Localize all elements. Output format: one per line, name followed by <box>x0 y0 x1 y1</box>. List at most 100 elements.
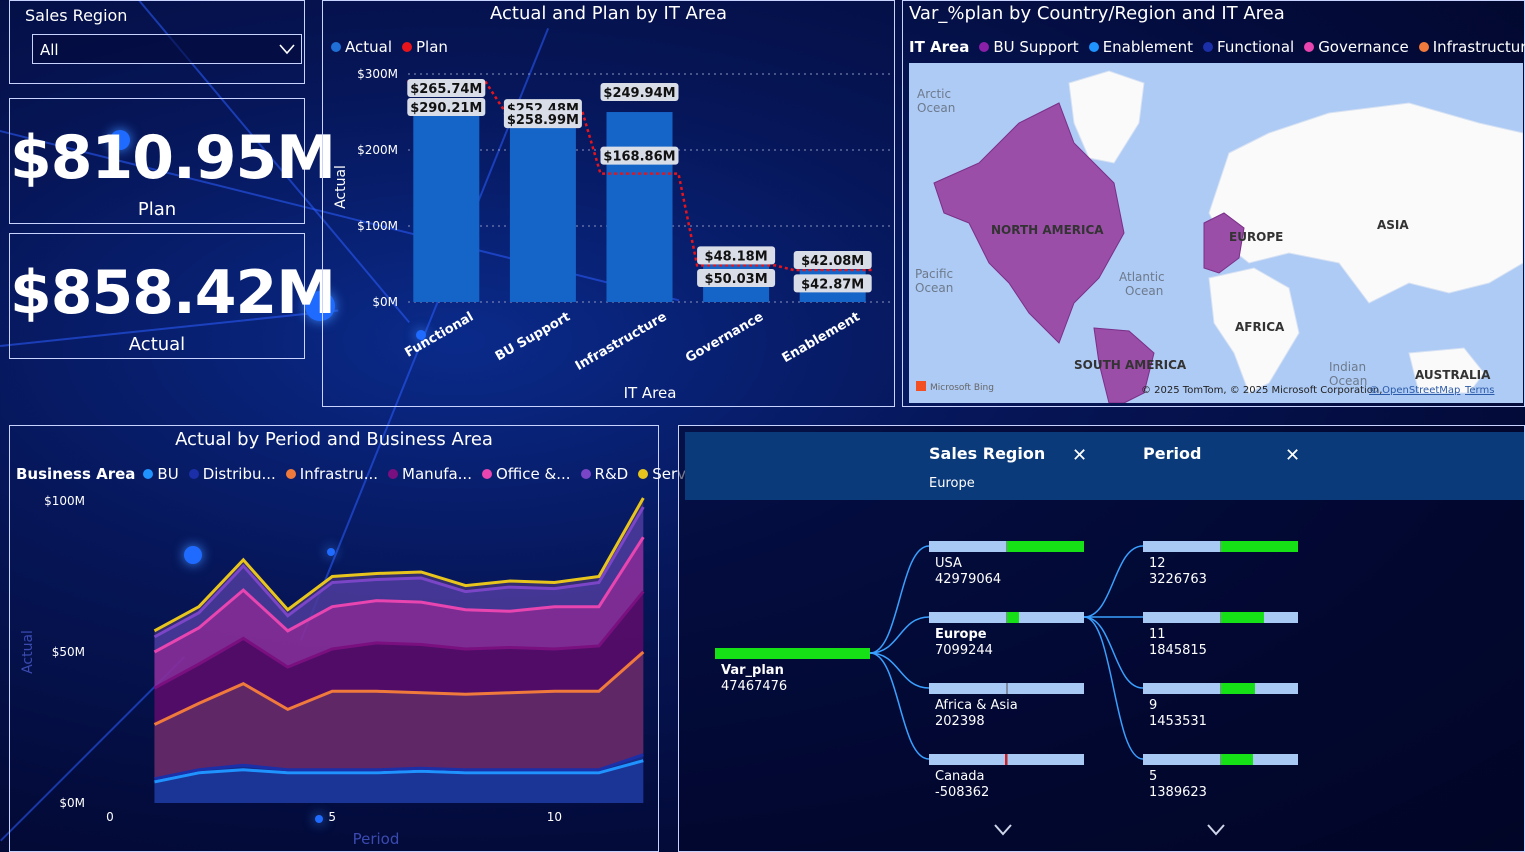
level2-node-name: 11 <box>1149 627 1166 642</box>
level1-node-value: 7099244 <box>935 643 993 658</box>
plan-data-label-bg <box>793 251 872 270</box>
series-line[interactable] <box>154 753 644 781</box>
bar-actual[interactable] <box>606 112 673 303</box>
header-period: Period <box>1143 444 1202 463</box>
series-line[interactable] <box>154 759 644 784</box>
continent-europe: EUROPE <box>1229 230 1283 244</box>
level1-node-bar[interactable] <box>929 612 1084 623</box>
level1-node-bar[interactable] <box>929 541 1084 552</box>
legend-functional[interactable]: Functional <box>1203 38 1294 56</box>
series-line[interactable] <box>153 590 645 690</box>
bar-chart-plot: $0M $100M $200M $300M Actual IT Area Functiona… <box>333 67 891 402</box>
bar-fill <box>1220 612 1264 623</box>
series-line[interactable] <box>153 506 645 639</box>
ocean-pacific-2: Ocean <box>915 281 953 295</box>
actual-data-label-bg <box>793 274 872 293</box>
level1-node-label: USA 42979064 <box>935 556 1001 588</box>
actual-data-label-bg <box>600 83 679 102</box>
ocean-pacific: Pacific <box>915 267 953 281</box>
area-band[interactable] <box>154 754 644 782</box>
continent-north-america: NORTH AMERICA <box>991 223 1104 237</box>
bar-fill <box>1220 541 1298 552</box>
root-node-label: Var_plan 47467476 <box>721 663 787 695</box>
x-tick-label: 10 <box>547 810 562 824</box>
series-line[interactable] <box>153 497 645 633</box>
sales-region-dropdown[interactable]: All <box>32 34 302 64</box>
legend-infrastructure-ba[interactable]: Infrastru... <box>285 465 378 483</box>
legend-enablement[interactable]: Enablement <box>1088 38 1193 56</box>
level2-node-bar[interactable] <box>1143 541 1298 552</box>
map-terms-link[interactable]: Terms <box>1464 385 1494 396</box>
actual-plan-bar-chart[interactable]: Actual and Plan by IT Area Actual Plan $… <box>322 0 895 407</box>
legend-bu-support[interactable]: BU Support <box>979 38 1079 56</box>
y-tick-label: $100M <box>357 219 398 233</box>
level2-node-name: 5 <box>1149 769 1158 784</box>
level1-node-name: USA <box>935 556 962 571</box>
y-tick-label: $200M <box>357 143 398 157</box>
map-legend-title: IT Area <box>909 38 970 56</box>
x-tick-label: Functional <box>403 309 477 360</box>
level1-node-label: Europe 7099244 <box>935 627 993 659</box>
legend-plan[interactable]: Plan <box>402 38 448 56</box>
area-chart-title: Actual by Period and Business Area <box>175 429 493 450</box>
close-sales-region-icon[interactable]: ✕ <box>1072 445 1088 466</box>
level2-node-name: 9 <box>1149 698 1158 713</box>
level2-node-value: 1845815 <box>1149 643 1207 658</box>
actual-data-label: $265.74M <box>410 82 482 97</box>
area-band[interactable] <box>154 537 644 689</box>
y-axis-label: Actual <box>20 630 36 674</box>
tree-link <box>869 616 930 654</box>
series-line[interactable] <box>153 650 645 726</box>
legend-rd[interactable]: R&D <box>580 465 628 483</box>
series-line[interactable] <box>153 536 645 654</box>
root-node-value: 47467476 <box>721 679 788 694</box>
area-band[interactable] <box>154 760 644 803</box>
bing-logo-icon <box>916 381 926 391</box>
x-tick-label: Enablement <box>780 309 863 366</box>
decomposition-tree[interactable]: Sales Region Europe ✕ Period ✕ Var_plan 4… <box>678 425 1525 852</box>
close-period-icon[interactable]: ✕ <box>1285 445 1301 466</box>
level2-node-value: 1453531 <box>1149 714 1207 729</box>
plan-data-label-bg <box>600 146 679 165</box>
var-plan-map[interactable]: Var_%plan by Country/Region and IT Area … <box>902 0 1525 407</box>
ocean-atlantic: Atlantic <box>1119 270 1165 284</box>
y-tick-label: $0M <box>59 796 85 810</box>
world-map-canvas[interactable]: Arctic Ocean Pacific Ocean Atlantic Ocea… <box>909 63 1523 403</box>
continent-south-america: SOUTH AMERICA <box>1074 358 1187 372</box>
level2-node-label: 12 3226763 <box>1149 556 1207 588</box>
actual-data-label-bg <box>407 79 486 98</box>
bar-actual[interactable] <box>413 100 480 302</box>
bar-fill-negative <box>1004 754 1007 765</box>
expand-level1-chevron-icon[interactable] <box>994 824 1012 836</box>
level2-node-bar[interactable] <box>1143 683 1298 694</box>
tree-link <box>869 652 930 760</box>
x-tick-label: Governance <box>683 309 766 366</box>
bar-actual[interactable] <box>509 105 576 302</box>
legend-manufacturing[interactable]: Manufa... <box>388 465 472 483</box>
x-axis-label: IT Area <box>624 384 677 402</box>
level1-node-bar[interactable] <box>929 754 1084 765</box>
plan-data-label: $168.86M <box>603 150 675 165</box>
sales-region-slicer: Sales Region All <box>9 0 305 84</box>
legend-governance[interactable]: Governance <box>1304 38 1409 56</box>
legend-office[interactable]: Office &... <box>481 465 571 483</box>
expand-level2-chevron-icon[interactable] <box>1207 824 1225 836</box>
plan-card: $810.95M Plan <box>9 98 336 224</box>
legend-distribution[interactable]: Distribu... <box>188 465 276 483</box>
map-copyright: © 2025 TomTom, © 2025 Microsoft Corporat… <box>1141 385 1382 396</box>
bar-fill <box>1220 754 1254 765</box>
map-osm-link[interactable]: © OpenStreetMap <box>1369 385 1460 396</box>
level2-node-bar[interactable] <box>1143 754 1298 765</box>
legend-bu[interactable]: BU <box>143 465 179 483</box>
map-title: Var_%plan by Country/Region and IT Area <box>909 3 1285 24</box>
root-node-bar[interactable] <box>715 648 870 659</box>
ocean-indian: Indian <box>1329 360 1366 374</box>
bar-chart-title: Actual and Plan by IT Area <box>490 3 727 24</box>
area-band[interactable] <box>154 652 644 779</box>
legend-actual[interactable]: Actual <box>331 38 392 56</box>
actual-by-period-area-chart[interactable]: Actual by Period and Business Area Busin… <box>9 425 715 852</box>
level2-node-bar[interactable] <box>1143 612 1298 623</box>
legend-infrastructure[interactable]: Infrastructure <box>1418 38 1525 56</box>
plan-line[interactable] <box>407 80 872 272</box>
level1-node-bar[interactable] <box>929 683 1084 694</box>
